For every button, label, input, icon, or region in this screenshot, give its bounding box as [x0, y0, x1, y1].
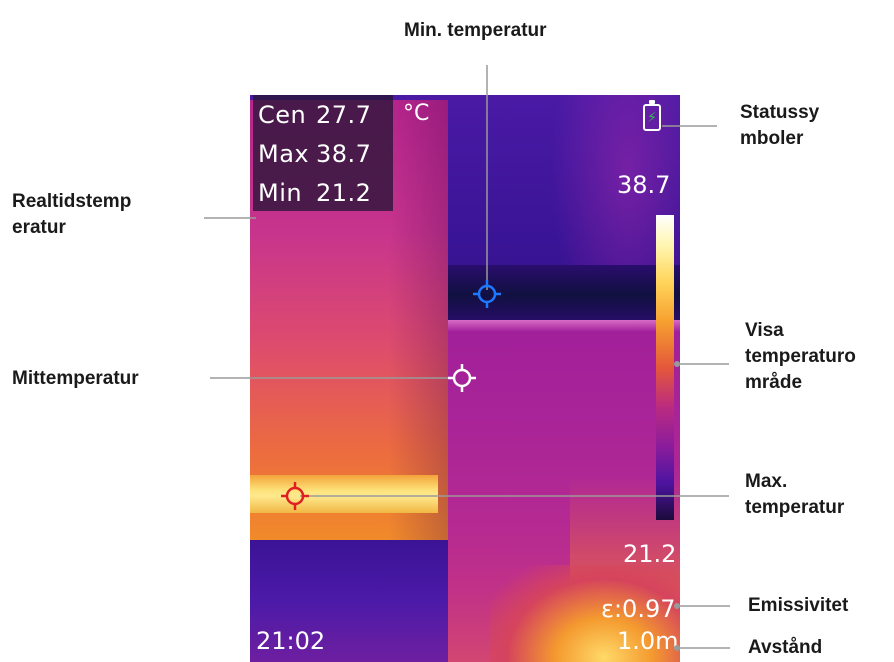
callout-status-line1: Statussy	[740, 102, 820, 123]
distance-leader-dot	[674, 645, 680, 651]
center-temp-label: Cen	[258, 101, 307, 129]
min-temp-label: Min	[258, 179, 303, 207]
charging-bolt-icon: ⚡	[647, 109, 657, 125]
min-temp-crosshair-icon	[473, 280, 501, 308]
max-temp-label: Max	[258, 140, 310, 168]
temperature-unit: °C	[403, 101, 430, 126]
emissivity-leader-dot	[674, 603, 680, 609]
callout-temp-range: Visa temperaturo mråde	[745, 318, 856, 396]
object-right-edge	[448, 320, 680, 332]
callout-max-temp: Max. temperatur	[745, 469, 844, 521]
callout-realtime-line1: Realtidstemp	[12, 191, 132, 212]
thermal-image	[250, 95, 680, 662]
range-leader-dot	[674, 361, 680, 367]
min-temp-row: Min 21.2	[258, 179, 458, 209]
distance-value: 1.0m	[617, 627, 679, 655]
emissivity-value: ε:0.97	[601, 595, 676, 623]
callout-status-line2: mboler	[740, 128, 804, 149]
callout-range-line2: temperaturo	[745, 346, 856, 367]
temperature-scale-bar	[656, 215, 674, 520]
callout-min-temp: Min. temperatur	[404, 20, 547, 41]
max-temp-row: Max 38.7	[258, 140, 458, 170]
scale-min-value: 21.2	[623, 540, 677, 568]
callout-max-line1: Max.	[745, 471, 788, 492]
callout-realtime-line2: eratur	[12, 217, 66, 238]
scale-max-value: 38.7	[617, 171, 671, 199]
max-temp-crosshair-icon	[281, 482, 309, 510]
cool-region-bottom-left	[250, 540, 448, 662]
callout-range-line1: Visa	[745, 320, 784, 341]
callout-max-line2: temperatur	[745, 497, 845, 518]
min-temp-value: 21.2	[316, 179, 372, 207]
max-temp-value: 38.7	[316, 140, 372, 168]
center-temp-value: 27.7	[316, 101, 372, 129]
callout-center-temp: Mittemperatur	[12, 368, 139, 389]
hot-glow-bottom	[490, 565, 680, 662]
temperature-readout-box	[253, 95, 393, 211]
cold-gap-region	[430, 265, 680, 325]
hot-strip-region	[250, 475, 438, 513]
callout-status-symbols: Statussy mboler	[740, 100, 819, 152]
callout-distance: Avstånd	[748, 637, 823, 658]
battery-charging-icon: ⚡	[643, 100, 661, 131]
center-temp-crosshair-icon	[448, 364, 476, 392]
callout-range-line3: mråde	[745, 372, 803, 393]
center-temp-row: Cen 27.7	[258, 101, 458, 131]
callout-realtime-temp: Realtidstemp eratur	[12, 189, 131, 241]
time-display: 21:02	[256, 627, 326, 655]
callout-emissivity: Emissivitet	[748, 595, 849, 616]
